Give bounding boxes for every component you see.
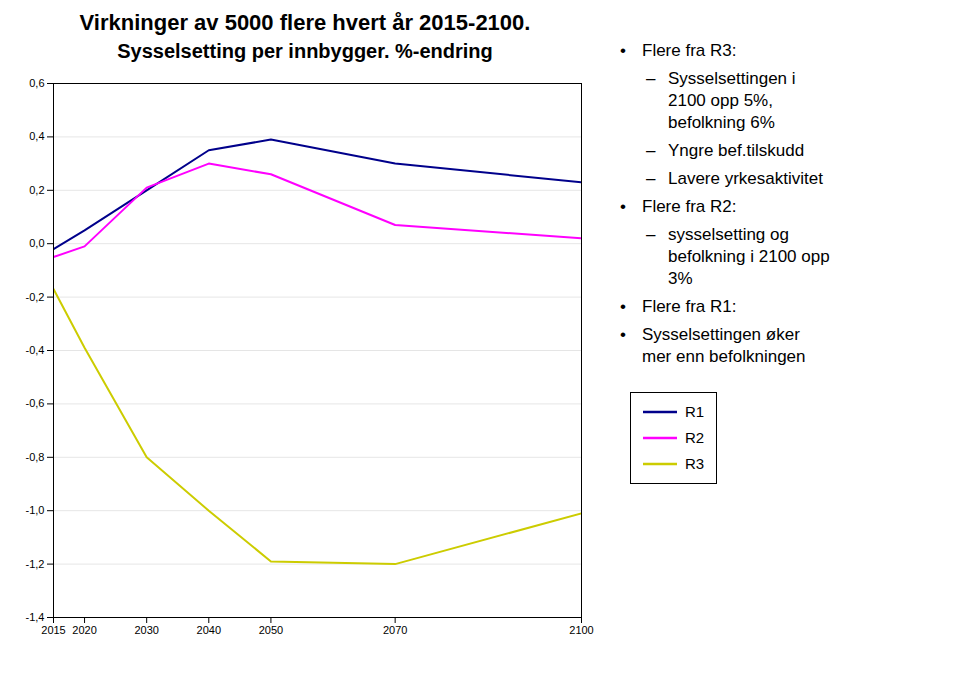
svg-text:2030: 2030 [134, 624, 158, 636]
svg-text:-0,8: -0,8 [26, 451, 45, 463]
html-text:Virkninger av 5000 flere hvert: Virkninger av 5000 flere hvert år 2015-2… [79, 10, 531, 35]
svg-text:2070: 2070 [383, 624, 407, 636]
svg-text:0,2: 0,2 [29, 184, 44, 196]
html-text:Flere fra R2:: Flere fra R2: [642, 197, 737, 216]
html-text:R2: R2 [685, 429, 705, 446]
svg-text:2050: 2050 [259, 624, 283, 636]
html-text:Flere fra R1:: Flere fra R1: [642, 297, 737, 316]
html-text:sysselsetting og befolkning i: sysselsetting og befolkning i 2100 opp 3… [668, 225, 830, 288]
html-text:Lavere yrkesaktivitet: Lavere yrkesaktivitet [668, 169, 823, 188]
svg-text:-1,2: -1,2 [26, 558, 45, 570]
svg-text:2020: 2020 [72, 624, 96, 636]
html-text:Sysselsettingen i 2100 opp 5%,: Sysselsettingen i 2100 opp 5%, befolknin… [668, 69, 796, 132]
svg-text:2015: 2015 [41, 624, 65, 636]
html-text:Flere fra R3:: Flere fra R3: [642, 41, 737, 60]
svg-text:0,0: 0,0 [29, 237, 44, 249]
svg-text:-1,4: -1,4 [26, 611, 45, 623]
svg-text:0,6: 0,6 [29, 77, 44, 89]
svg-text:-0,6: -0,6 [26, 397, 45, 409]
html-text:R1: R1 [685, 403, 705, 420]
svg-text:2040: 2040 [197, 624, 221, 636]
html-text:Sysselsetting per innbygger. %: Sysselsetting per innbygger. %-endring [117, 40, 493, 62]
svg-text:-0,2: -0,2 [26, 291, 45, 303]
svg-text:-1,0: -1,0 [26, 504, 45, 516]
svg-text:0,4: 0,4 [29, 130, 44, 142]
html-text:Yngre bef.tilskudd: Yngre bef.tilskudd [668, 141, 805, 160]
svg-text:2100: 2100 [569, 624, 593, 636]
html-text:Sysselsettingen øker mer enn b: Sysselsettingen øker mer enn befolkninge… [642, 325, 806, 366]
svg-text:-0,4: -0,4 [26, 344, 45, 356]
html-text:R3: R3 [685, 455, 705, 472]
